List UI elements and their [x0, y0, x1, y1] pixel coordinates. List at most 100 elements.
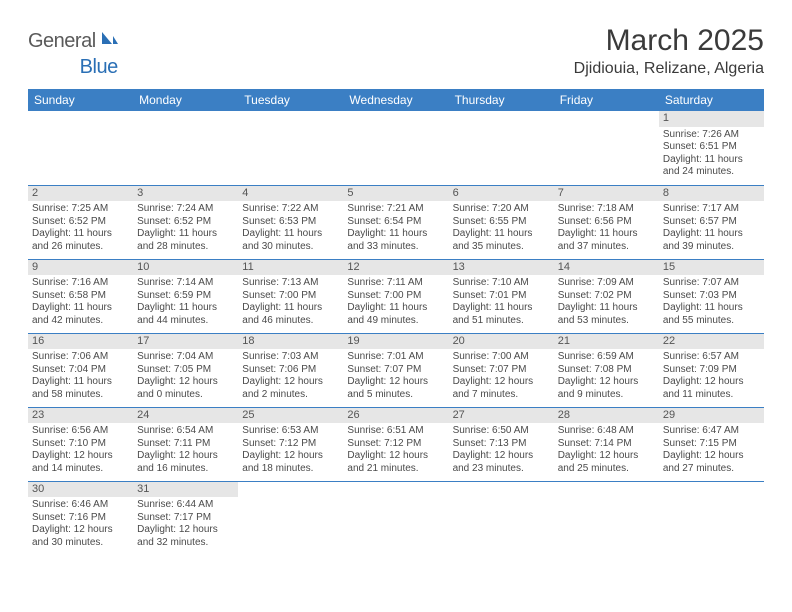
sunset-line: Sunset: 7:08 PM	[558, 364, 655, 377]
sunrise-line: Sunrise: 7:26 AM	[663, 129, 760, 142]
daylight-line-1: Daylight: 11 hours	[242, 228, 339, 241]
sunrise-line: Sunrise: 6:48 AM	[558, 425, 655, 438]
daylight-line-2: and 37 minutes.	[558, 241, 655, 254]
calendar-cell-empty	[554, 111, 659, 185]
daylight-line-1: Daylight: 11 hours	[137, 228, 234, 241]
day-number: 3	[133, 186, 238, 202]
sunset-line: Sunset: 6:59 PM	[137, 290, 234, 303]
sunrise-line: Sunrise: 7:09 AM	[558, 277, 655, 290]
sunrise-line: Sunrise: 7:21 AM	[347, 203, 444, 216]
calendar-cell: 19Sunrise: 7:01 AMSunset: 7:07 PMDayligh…	[343, 333, 448, 407]
sunrise-line: Sunrise: 6:47 AM	[663, 425, 760, 438]
calendar-cell: 17Sunrise: 7:04 AMSunset: 7:05 PMDayligh…	[133, 333, 238, 407]
daylight-line-1: Daylight: 11 hours	[347, 228, 444, 241]
day-number: 30	[28, 482, 133, 498]
sunrise-line: Sunrise: 7:18 AM	[558, 203, 655, 216]
daylight-line-1: Daylight: 11 hours	[32, 302, 129, 315]
calendar-cell: 5Sunrise: 7:21 AMSunset: 6:54 PMDaylight…	[343, 185, 448, 259]
sunrise-line: Sunrise: 6:57 AM	[663, 351, 760, 364]
day-number: 16	[28, 334, 133, 350]
weekday-header: Tuesday	[238, 89, 343, 111]
weekday-header: Friday	[554, 89, 659, 111]
daylight-line-1: Daylight: 11 hours	[558, 302, 655, 315]
daylight-line-1: Daylight: 11 hours	[242, 302, 339, 315]
daylight-line-2: and 23 minutes.	[453, 463, 550, 476]
sunrise-line: Sunrise: 7:20 AM	[453, 203, 550, 216]
weekday-header: Sunday	[28, 89, 133, 111]
sunset-line: Sunset: 7:05 PM	[137, 364, 234, 377]
calendar-cell: 28Sunrise: 6:48 AMSunset: 7:14 PMDayligh…	[554, 407, 659, 481]
day-number: 22	[659, 334, 764, 350]
day-number: 4	[238, 186, 343, 202]
daylight-line-2: and 32 minutes.	[137, 537, 234, 550]
logo-text-blue: Blue	[80, 56, 118, 79]
daylight-line-2: and 9 minutes.	[558, 389, 655, 402]
sunrise-line: Sunrise: 7:16 AM	[32, 277, 129, 290]
daylight-line-1: Daylight: 12 hours	[663, 376, 760, 389]
daylight-line-2: and 51 minutes.	[453, 315, 550, 328]
day-number: 8	[659, 186, 764, 202]
sunset-line: Sunset: 7:15 PM	[663, 438, 760, 451]
sunset-line: Sunset: 7:17 PM	[137, 512, 234, 525]
calendar-cell: 2Sunrise: 7:25 AMSunset: 6:52 PMDaylight…	[28, 185, 133, 259]
daylight-line-2: and 53 minutes.	[558, 315, 655, 328]
daylight-line-1: Daylight: 12 hours	[558, 376, 655, 389]
day-number: 7	[554, 186, 659, 202]
sunset-line: Sunset: 6:57 PM	[663, 216, 760, 229]
sunrise-line: Sunrise: 7:00 AM	[453, 351, 550, 364]
daylight-line-2: and 25 minutes.	[558, 463, 655, 476]
calendar-row: 9Sunrise: 7:16 AMSunset: 6:58 PMDaylight…	[28, 259, 764, 333]
sunrise-line: Sunrise: 6:51 AM	[347, 425, 444, 438]
day-number: 17	[133, 334, 238, 350]
sunrise-line: Sunrise: 7:14 AM	[137, 277, 234, 290]
sunset-line: Sunset: 7:00 PM	[242, 290, 339, 303]
calendar-cell: 22Sunrise: 6:57 AMSunset: 7:09 PMDayligh…	[659, 333, 764, 407]
day-number: 20	[449, 334, 554, 350]
daylight-line-1: Daylight: 11 hours	[453, 228, 550, 241]
daylight-line-2: and 21 minutes.	[347, 463, 444, 476]
title-block: March 2025 Djidiouia, Relizane, Algeria	[574, 24, 764, 78]
day-number: 19	[343, 334, 448, 350]
sunset-line: Sunset: 6:55 PM	[453, 216, 550, 229]
daylight-line-2: and 11 minutes.	[663, 389, 760, 402]
daylight-line-2: and 55 minutes.	[663, 315, 760, 328]
calendar-cell: 11Sunrise: 7:13 AMSunset: 7:00 PMDayligh…	[238, 259, 343, 333]
daylight-line-2: and 49 minutes.	[347, 315, 444, 328]
logo-text-general: General	[28, 30, 96, 53]
calendar-cell: 15Sunrise: 7:07 AMSunset: 7:03 PMDayligh…	[659, 259, 764, 333]
daylight-line-1: Daylight: 12 hours	[32, 524, 129, 537]
calendar-cell: 16Sunrise: 7:06 AMSunset: 7:04 PMDayligh…	[28, 333, 133, 407]
day-number: 15	[659, 260, 764, 276]
sunrise-line: Sunrise: 7:24 AM	[137, 203, 234, 216]
month-title: March 2025	[574, 24, 764, 58]
weekday-header: Saturday	[659, 89, 764, 111]
calendar-row: 16Sunrise: 7:06 AMSunset: 7:04 PMDayligh…	[28, 333, 764, 407]
calendar-cell: 18Sunrise: 7:03 AMSunset: 7:06 PMDayligh…	[238, 333, 343, 407]
sunset-line: Sunset: 7:02 PM	[558, 290, 655, 303]
sunrise-line: Sunrise: 6:54 AM	[137, 425, 234, 438]
daylight-line-2: and 24 minutes.	[663, 166, 760, 179]
calendar-row: 1Sunrise: 7:26 AMSunset: 6:51 PMDaylight…	[28, 111, 764, 185]
daylight-line-2: and 58 minutes.	[32, 389, 129, 402]
calendar-row: 30Sunrise: 6:46 AMSunset: 7:16 PMDayligh…	[28, 481, 764, 555]
location: Djidiouia, Relizane, Algeria	[574, 60, 764, 78]
calendar-cell: 1Sunrise: 7:26 AMSunset: 6:51 PMDaylight…	[659, 111, 764, 185]
calendar-cell: 31Sunrise: 6:44 AMSunset: 7:17 PMDayligh…	[133, 481, 238, 555]
daylight-line-1: Daylight: 12 hours	[242, 376, 339, 389]
calendar-cell-empty	[238, 111, 343, 185]
calendar-cell-empty	[343, 111, 448, 185]
daylight-line-1: Daylight: 11 hours	[453, 302, 550, 315]
daylight-line-1: Daylight: 12 hours	[242, 450, 339, 463]
day-number: 29	[659, 408, 764, 424]
calendar-cell: 24Sunrise: 6:54 AMSunset: 7:11 PMDayligh…	[133, 407, 238, 481]
calendar-cell: 7Sunrise: 7:18 AMSunset: 6:56 PMDaylight…	[554, 185, 659, 259]
sunrise-line: Sunrise: 6:53 AM	[242, 425, 339, 438]
sunrise-line: Sunrise: 7:06 AM	[32, 351, 129, 364]
sunset-line: Sunset: 6:53 PM	[242, 216, 339, 229]
calendar-cell: 9Sunrise: 7:16 AMSunset: 6:58 PMDaylight…	[28, 259, 133, 333]
day-number: 31	[133, 482, 238, 498]
daylight-line-2: and 26 minutes.	[32, 241, 129, 254]
daylight-line-1: Daylight: 11 hours	[663, 154, 760, 167]
daylight-line-2: and 0 minutes.	[137, 389, 234, 402]
daylight-line-1: Daylight: 12 hours	[347, 376, 444, 389]
